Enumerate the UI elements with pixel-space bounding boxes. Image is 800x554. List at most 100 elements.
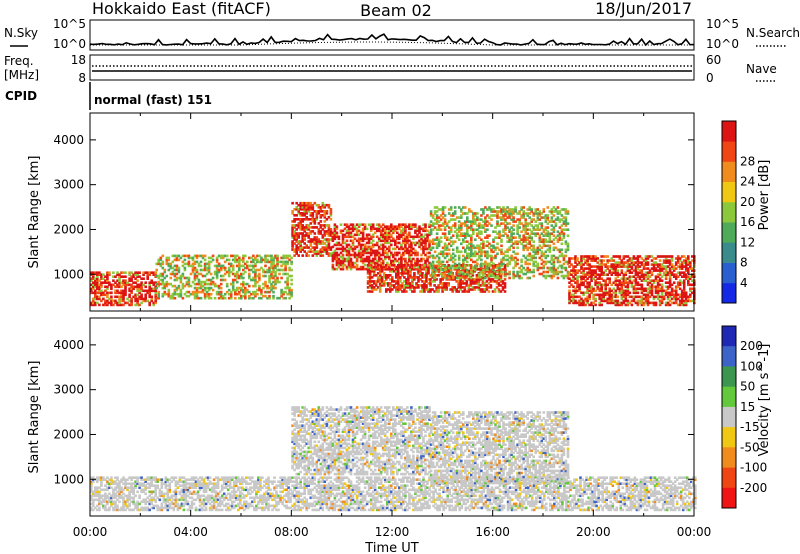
echo-cell bbox=[557, 277, 560, 280]
echo-cell bbox=[561, 271, 564, 274]
echo-cell bbox=[512, 247, 515, 250]
echo-cell bbox=[448, 277, 451, 280]
echo-cell bbox=[364, 223, 367, 226]
echo-cell bbox=[405, 290, 408, 293]
echo-cell bbox=[116, 505, 119, 508]
echo-cell bbox=[437, 274, 440, 277]
echo-cell bbox=[438, 257, 441, 260]
echo-cell bbox=[500, 249, 503, 252]
colorbar-segment bbox=[722, 202, 736, 223]
echo-cell bbox=[204, 259, 207, 262]
echo-cell bbox=[188, 261, 191, 264]
echo-cell bbox=[108, 271, 111, 274]
date-label: 18/Jun/2017 bbox=[595, 0, 692, 18]
echo-cell bbox=[200, 261, 203, 264]
echo-cell bbox=[336, 225, 339, 228]
freq-tick-top: 18 bbox=[71, 53, 86, 67]
colorbar-segment bbox=[722, 242, 736, 263]
echo-cell bbox=[567, 222, 570, 225]
freq-tick-bottom: 8 bbox=[78, 71, 86, 85]
echo-cell bbox=[423, 264, 426, 267]
echo-cell bbox=[432, 247, 435, 250]
echo-cell bbox=[408, 232, 411, 235]
colorbar-segment bbox=[722, 161, 736, 182]
echo-cell bbox=[602, 259, 605, 262]
echo-cell bbox=[248, 273, 251, 276]
echo-cell bbox=[232, 265, 235, 268]
echo-cell bbox=[184, 259, 187, 262]
colorbar-segment bbox=[722, 182, 736, 203]
echo-cell bbox=[447, 282, 450, 285]
echo-cell bbox=[565, 267, 568, 270]
echo-cell bbox=[276, 277, 279, 280]
echo-cell bbox=[504, 278, 507, 281]
echo-cell bbox=[520, 277, 523, 280]
echo-cell bbox=[332, 264, 335, 267]
echo-cell bbox=[500, 238, 503, 241]
echo-cell bbox=[606, 255, 609, 258]
echo-cell bbox=[547, 226, 550, 229]
echo-cell bbox=[629, 292, 632, 295]
echo-cell bbox=[549, 245, 552, 248]
colorbar-tick-label: 24 bbox=[740, 175, 755, 189]
echo-cell bbox=[284, 297, 287, 300]
echo-cell bbox=[512, 228, 515, 231]
echo-cell bbox=[655, 302, 658, 305]
echo-cell bbox=[454, 210, 457, 213]
echo-cell bbox=[182, 273, 185, 276]
echo-cell bbox=[330, 228, 333, 231]
echo-cell bbox=[346, 240, 349, 243]
echo-cell bbox=[393, 264, 396, 267]
echo-cell bbox=[140, 294, 143, 297]
echo-cell bbox=[372, 223, 375, 226]
echo-cell bbox=[442, 261, 445, 264]
echo-cell bbox=[454, 259, 457, 262]
echo-cell bbox=[547, 214, 550, 217]
echo-cell bbox=[248, 285, 251, 288]
echo-cell bbox=[532, 269, 535, 272]
echo-cell bbox=[210, 297, 213, 300]
echo-cell bbox=[330, 218, 333, 221]
echo-cell bbox=[492, 267, 495, 270]
echo-cell bbox=[124, 271, 127, 274]
echo-cell bbox=[508, 222, 511, 225]
echo-cell bbox=[524, 218, 527, 221]
freq-label-line2: [MHz] bbox=[4, 68, 39, 82]
noise-search-trace bbox=[90, 42, 694, 45]
echo-cell bbox=[314, 232, 317, 235]
echo-cell bbox=[385, 264, 388, 267]
echo-cell bbox=[576, 257, 579, 260]
echo-cell bbox=[434, 275, 437, 278]
echo-cell bbox=[514, 236, 517, 239]
echo-cell bbox=[404, 258, 407, 261]
echo-cell bbox=[196, 269, 199, 272]
echo-cell bbox=[619, 255, 622, 258]
echo-cell bbox=[413, 272, 416, 275]
cpid-label: CPID bbox=[5, 89, 37, 103]
beam-label: Beam 02 bbox=[360, 1, 432, 20]
nave-label: Nave bbox=[746, 62, 777, 76]
echo-cell bbox=[464, 206, 467, 209]
echo-cell bbox=[522, 206, 525, 209]
echo-cell bbox=[631, 304, 634, 307]
echo-cell bbox=[454, 222, 457, 225]
echo-cell bbox=[136, 279, 139, 282]
echo-cell bbox=[212, 255, 215, 258]
noise-right-label: N.Search bbox=[746, 26, 800, 40]
echo-cell bbox=[110, 296, 113, 299]
echo-cell bbox=[278, 281, 281, 284]
echo-cell bbox=[212, 289, 215, 292]
echo-cell bbox=[244, 255, 247, 258]
noise-left-label: N.Sky bbox=[4, 26, 38, 40]
echo-cell bbox=[512, 224, 515, 227]
echo-cell bbox=[496, 220, 499, 223]
echo-cell bbox=[168, 289, 171, 292]
echo-cell bbox=[563, 232, 566, 235]
echo-cell bbox=[144, 281, 147, 284]
echo-cell bbox=[567, 228, 570, 231]
echo-cell bbox=[486, 251, 489, 254]
echo-cell bbox=[534, 257, 537, 260]
echo-cell bbox=[256, 293, 259, 296]
echo-cell bbox=[188, 277, 191, 280]
power-colorbar: 481216202428 bbox=[722, 121, 755, 303]
